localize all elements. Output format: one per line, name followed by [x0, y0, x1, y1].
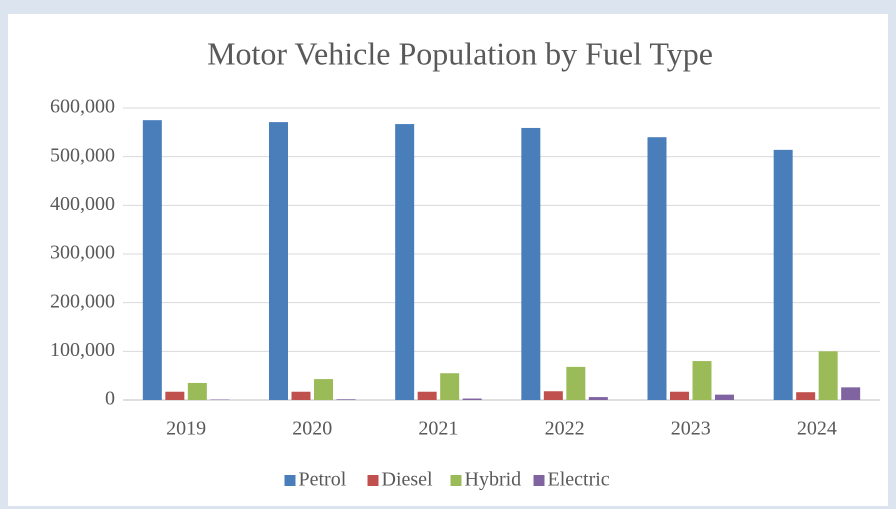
bar — [543, 391, 563, 400]
y-tick-label: 600,000 — [50, 96, 115, 118]
legend-swatch — [367, 475, 379, 486]
y-tick-label: 400,000 — [50, 193, 115, 215]
y-tick-label: 100,000 — [50, 339, 115, 361]
x-tick-label: 2019 — [166, 418, 206, 440]
bar — [566, 366, 586, 400]
bar — [521, 127, 541, 400]
bar — [670, 391, 689, 400]
y-tick-label: 500,000 — [50, 144, 115, 166]
legend-label: Hybrid — [465, 469, 522, 491]
legend-label: Diesel — [382, 469, 434, 491]
x-tick-label: 2021 — [418, 418, 458, 440]
bar — [165, 391, 185, 400]
x-tick-label: 2024 — [797, 418, 837, 440]
y-tick-label: 300,000 — [50, 242, 115, 264]
legend-label: Electric — [548, 469, 610, 491]
bar — [440, 373, 460, 400]
bar — [462, 398, 482, 400]
legend-label: Petrol — [299, 469, 347, 491]
legend-swatch — [284, 475, 296, 486]
bar — [269, 122, 288, 400]
x-tick-label: 2020 — [292, 418, 332, 440]
bar — [715, 394, 734, 400]
bar — [773, 149, 793, 400]
bar — [336, 399, 356, 400]
bar — [142, 120, 162, 401]
bar — [588, 397, 608, 400]
chart-title: Motor Vehicle Population by Fuel Type — [207, 35, 713, 71]
bar — [395, 124, 415, 400]
bar — [647, 137, 667, 400]
bar — [692, 361, 712, 400]
legend-swatch — [450, 475, 462, 486]
bar — [417, 391, 437, 400]
bar — [314, 379, 333, 400]
legend-swatch — [533, 475, 545, 486]
x-tick-label: 2023 — [671, 418, 711, 440]
bar — [818, 351, 838, 400]
x-tick-label: 2022 — [545, 418, 585, 440]
bar — [187, 382, 207, 400]
bar — [796, 392, 816, 400]
bar — [841, 387, 861, 400]
bar — [291, 391, 311, 400]
y-tick-label: 0 — [105, 388, 115, 410]
y-tick-label: 200,000 — [50, 290, 115, 312]
